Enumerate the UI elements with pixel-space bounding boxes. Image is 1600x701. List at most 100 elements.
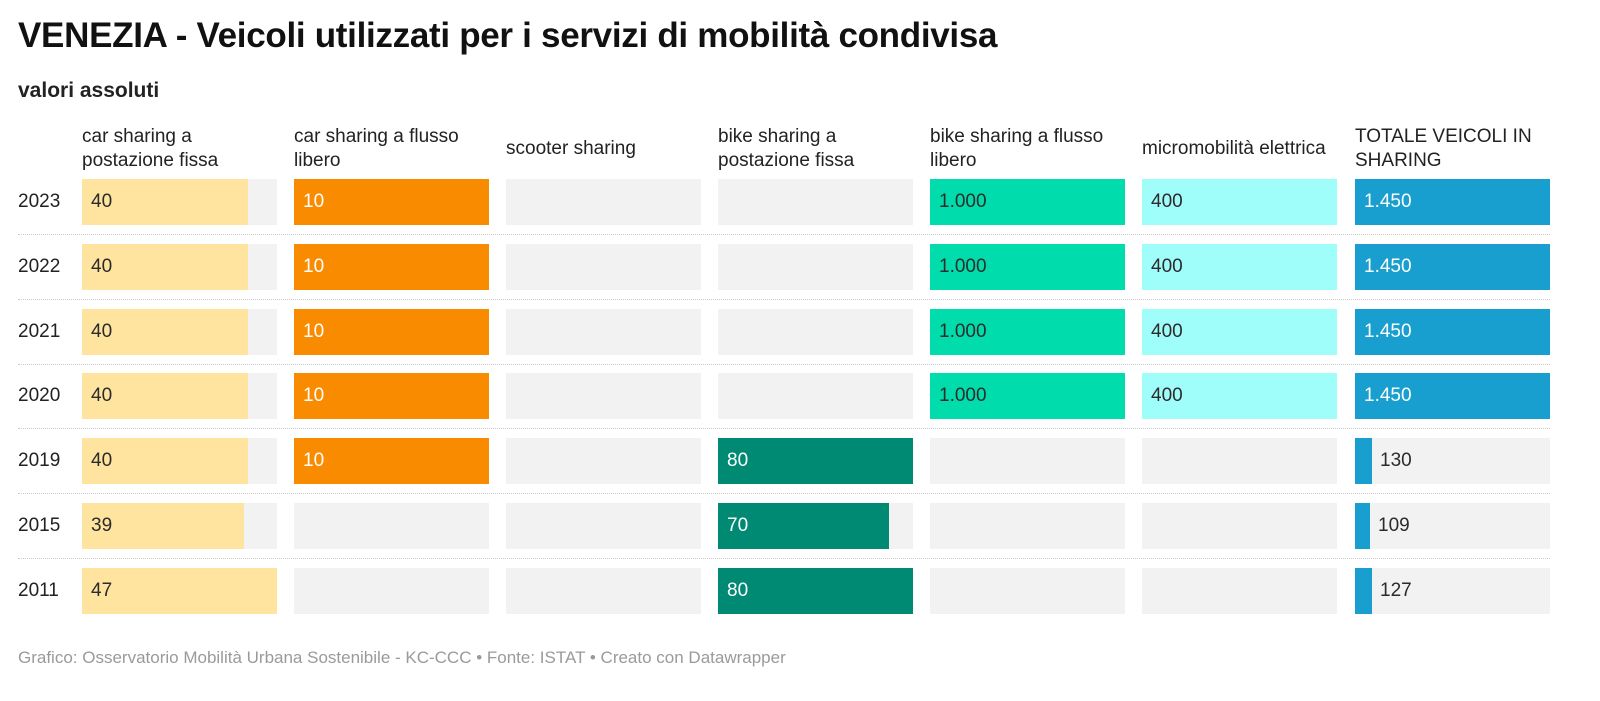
row-label-year: 2020: [18, 385, 61, 406]
bar: [1355, 309, 1550, 355]
bar-track: [294, 568, 489, 614]
bar-track: [506, 373, 701, 419]
bar-track: 39: [82, 503, 277, 549]
bar-track: 1.000: [930, 179, 1125, 225]
bar-track: 400: [1142, 309, 1337, 355]
value-label: 40: [91, 256, 113, 277]
value-label: 40: [91, 321, 113, 342]
row-separator: [18, 428, 1550, 429]
bar-track: [1142, 503, 1337, 549]
value-label: 1.450: [1364, 256, 1412, 277]
value-label: 400: [1151, 256, 1183, 277]
value-label: 127: [1380, 580, 1412, 601]
value-label: 1.000: [939, 256, 987, 277]
bar: [82, 373, 248, 419]
bar: [1355, 244, 1550, 290]
value-label: 10: [303, 385, 325, 406]
value-label: 80: [727, 450, 749, 471]
bar: [82, 438, 248, 484]
bar-track: 1.450: [1355, 373, 1550, 419]
column-header: car sharing a flusso libero: [294, 126, 459, 171]
value-label: 1.450: [1364, 321, 1412, 342]
bar-track: [506, 568, 701, 614]
value-label: 80: [727, 580, 749, 601]
row-separator: [18, 299, 1550, 300]
bar: [1142, 373, 1337, 419]
column-header: micromobilità elettrica: [1142, 138, 1326, 159]
value-label: 40: [91, 450, 113, 471]
bar-track: [718, 179, 913, 225]
bar-track: 80: [718, 438, 913, 484]
bar-track: [506, 503, 701, 549]
bar-track: 130: [1355, 438, 1550, 484]
value-label: 40: [91, 191, 113, 212]
bar-track: 400: [1142, 373, 1337, 419]
bar: [1355, 373, 1550, 419]
bar-track: [1142, 568, 1337, 614]
bar: [1355, 503, 1370, 549]
bar-track: 40: [82, 373, 277, 419]
value-label: 400: [1151, 321, 1183, 342]
bar: [82, 179, 248, 225]
bar: [930, 244, 1125, 290]
bar-track: 1.000: [930, 244, 1125, 290]
bar-track: [294, 503, 489, 549]
bar-track: [506, 309, 701, 355]
bar-track: 127: [1355, 568, 1550, 614]
bar-track: 10: [294, 438, 489, 484]
value-label: 130: [1380, 450, 1412, 471]
bar: [718, 438, 913, 484]
bar-track: 10: [294, 309, 489, 355]
row-separator: [18, 364, 1550, 365]
row-label-year: 2022: [18, 256, 61, 277]
bar-track: 1.000: [930, 373, 1125, 419]
bar-track: 40: [82, 309, 277, 355]
bar-track: [718, 244, 913, 290]
row-separator: [18, 234, 1550, 235]
bar-track: 109: [1355, 503, 1550, 549]
bar: [1355, 438, 1372, 484]
row-separator: [18, 493, 1550, 494]
value-label: 400: [1151, 385, 1183, 406]
bar-track: 70: [718, 503, 913, 549]
value-label: 10: [303, 191, 325, 212]
bar: [82, 244, 248, 290]
value-label: 400: [1151, 191, 1183, 212]
bar-track: [506, 244, 701, 290]
bar-track: [930, 438, 1125, 484]
row-label-year: 2011: [18, 580, 59, 601]
bar-track: 10: [294, 373, 489, 419]
bar: [1355, 179, 1550, 225]
chart-title: VENEZIA - Veicoli utilizzati per i servi…: [18, 16, 998, 55]
row-label-year: 2019: [18, 450, 61, 471]
bar: [294, 438, 489, 484]
bar-track: 40: [82, 438, 277, 484]
bar: [718, 503, 889, 549]
bar-track: 1.450: [1355, 309, 1550, 355]
bar-track: 1.450: [1355, 244, 1550, 290]
bar-track: 10: [294, 179, 489, 225]
value-label: 1.000: [939, 385, 987, 406]
column-header: scooter sharing: [506, 138, 636, 159]
bar-track: 40: [82, 179, 277, 225]
row-separator: [18, 558, 1550, 559]
bar: [1355, 568, 1372, 614]
value-label: 1.450: [1364, 385, 1412, 406]
column-header: bike sharing a flusso libero: [930, 126, 1104, 171]
bar-track: [506, 179, 701, 225]
chart-subtitle: valori assoluti: [18, 79, 160, 102]
bar-track: [930, 568, 1125, 614]
bar-track: [930, 503, 1125, 549]
bar-track: 47: [82, 568, 277, 614]
chart-footer: Grafico: Osservatorio Mobilità Urbana So…: [18, 648, 786, 667]
bar: [82, 568, 277, 614]
bar: [930, 309, 1125, 355]
bar-track: 80: [718, 568, 913, 614]
column-header: TOTALE VEICOLI IN SHARING: [1355, 126, 1532, 171]
bar: [1142, 244, 1337, 290]
bar: [82, 309, 248, 355]
row-label-year: 2015: [18, 515, 61, 536]
bar-track: 400: [1142, 179, 1337, 225]
value-label: 10: [303, 321, 325, 342]
value-label: 39: [91, 515, 113, 536]
